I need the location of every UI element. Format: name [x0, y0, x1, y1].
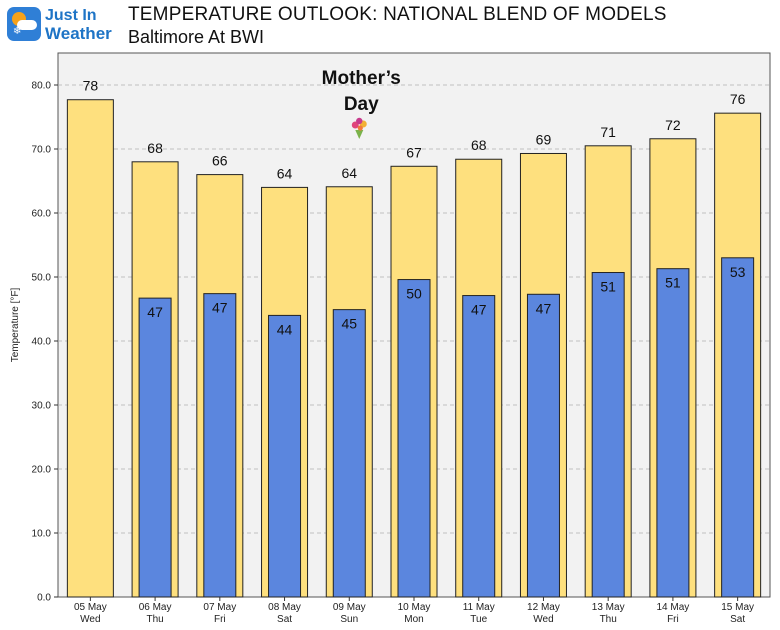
x-tick-label-day: Thu [146, 614, 163, 625]
x-tick-label-date: 08 May [268, 602, 301, 613]
x-tick-label-day: Fri [214, 614, 226, 625]
just-in-weather-logo: ❄ Just In Weather [7, 5, 115, 45]
chart-title: TEMPERATURE OUTLOOK: NATIONAL BLEND OF M… [128, 4, 667, 25]
high-temp-label: 66 [212, 153, 228, 169]
x-tick-label-day: Wed [80, 614, 100, 625]
low-temp-label: 47 [471, 302, 487, 318]
low-temp-label: 47 [147, 304, 163, 320]
high-temp-label: 68 [471, 137, 487, 153]
high-temp-label: 71 [600, 124, 616, 140]
x-tick-label-date: 15 May [721, 602, 754, 613]
low-temp-bar [397, 279, 431, 598]
low-temp-bar [591, 272, 625, 598]
x-tick-label-day: Sat [730, 614, 745, 625]
high-temp-label: 69 [536, 131, 552, 147]
y-axis-label: Temperature [°F] [10, 287, 21, 362]
x-tick-label-date: 14 May [657, 602, 690, 613]
x-tick-label-day: Sun [340, 614, 358, 625]
high-temp-label: 78 [83, 78, 99, 94]
high-temp-bar [66, 99, 114, 598]
logo-text-line1: Just In [45, 7, 97, 24]
x-tick-label-date: 05 May [74, 602, 107, 613]
y-tick-label: 30.0 [32, 401, 52, 412]
x-tick-label-date: 10 May [398, 602, 431, 613]
mothers-day-annotation-line1: Mother’s [322, 68, 401, 89]
chart-subtitle: Baltimore At BWI [128, 27, 265, 47]
y-tick-label: 10.0 [32, 529, 52, 540]
high-temp-label: 67 [406, 144, 422, 160]
y-tick-label: 80.0 [32, 81, 52, 92]
x-tick-label-day: Tue [470, 614, 487, 625]
low-temp-bar [138, 297, 172, 598]
y-tick-label: 60.0 [32, 209, 52, 220]
y-tick-label: 0.0 [37, 593, 51, 604]
x-tick-label-day: Wed [533, 614, 553, 625]
logo-text-line2: Weather [45, 24, 112, 43]
mothers-day-annotation-line2: Day [344, 94, 379, 115]
low-temp-bar [332, 309, 366, 598]
y-tick-label: 20.0 [32, 465, 52, 476]
x-tick-label-day: Sat [277, 614, 292, 625]
low-temp-bar [203, 293, 237, 598]
x-tick-label-day: Mon [404, 614, 423, 625]
high-temp-label: 64 [277, 165, 293, 181]
low-temp-label: 47 [536, 300, 552, 316]
y-tick-label: 50.0 [32, 273, 52, 284]
flower-bouquet-icon [351, 117, 367, 139]
high-temp-label: 68 [147, 140, 163, 156]
low-temp-label: 47 [212, 300, 228, 316]
x-tick-label-date: 06 May [139, 602, 172, 613]
x-tick-label-day: Thu [600, 614, 617, 625]
x-tick-label-date: 12 May [527, 602, 560, 613]
x-tick-label-day: Fri [667, 614, 679, 625]
x-tick-label-date: 07 May [203, 602, 236, 613]
low-temp-bar [462, 295, 496, 598]
low-temp-bar [268, 314, 302, 598]
y-tick-label: 70.0 [32, 145, 52, 156]
low-temp-label: 50 [406, 286, 422, 302]
low-temp-label: 53 [730, 264, 746, 280]
low-temp-label: 45 [341, 316, 357, 332]
weather-logo-icon: ❄ [7, 7, 41, 41]
x-tick-label-date: 13 May [592, 602, 625, 613]
x-tick-label-date: 09 May [333, 602, 366, 613]
high-temp-label: 72 [665, 117, 681, 133]
low-temp-bar [721, 257, 755, 598]
low-temp-bar [656, 268, 690, 598]
high-temp-label: 76 [730, 91, 746, 107]
y-tick-label: 40.0 [32, 337, 52, 348]
low-temp-bar [526, 293, 560, 598]
x-tick-label-date: 11 May [463, 602, 495, 613]
low-temp-label: 44 [277, 321, 293, 337]
low-temp-label: 51 [665, 275, 681, 291]
low-temp-label: 51 [600, 279, 616, 295]
high-temp-label: 64 [341, 165, 357, 181]
